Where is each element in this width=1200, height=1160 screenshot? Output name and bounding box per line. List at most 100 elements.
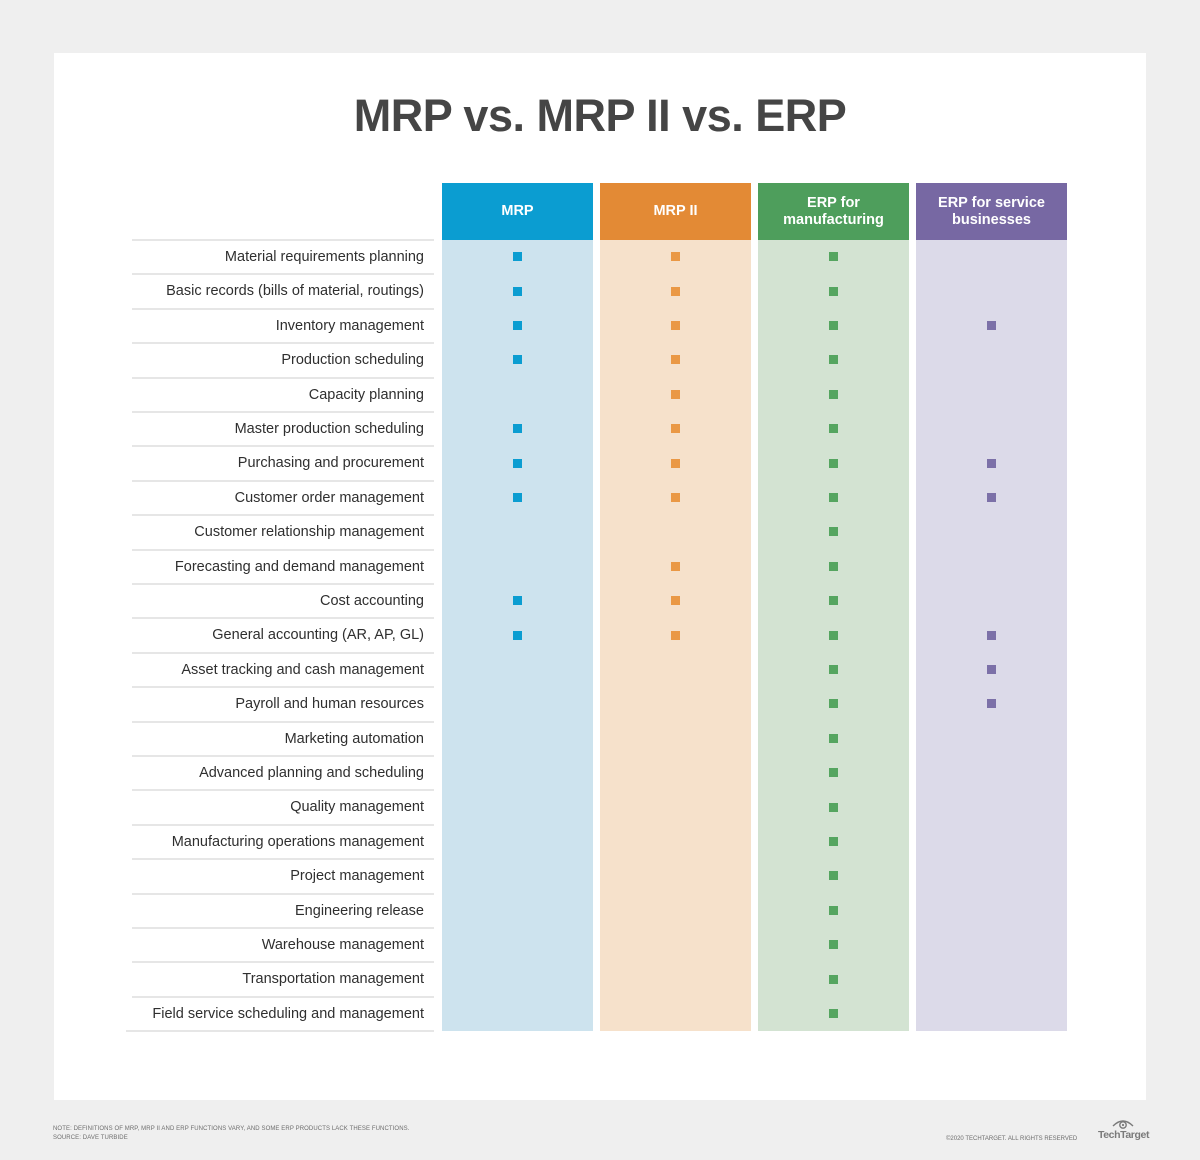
row-label: Payroll and human resources	[235, 696, 424, 713]
footer-copyright: ©2020 TECHTARGET. ALL RIGHTS RESERVED	[946, 1136, 1078, 1142]
check-mark	[513, 355, 522, 365]
check-mark	[829, 802, 838, 812]
check-mark	[829, 837, 838, 846]
check-mark	[671, 493, 680, 502]
check-mark	[829, 493, 838, 502]
row-divider	[132, 479, 434, 482]
check-mark	[829, 733, 838, 743]
check-mark	[829, 768, 838, 778]
techtarget-logo: TechTarget	[1098, 1119, 1150, 1145]
row-label: Customer relationship management	[194, 524, 424, 541]
check-mark	[829, 905, 838, 915]
check-mark	[987, 699, 996, 709]
row-divider	[132, 273, 434, 276]
check-mark	[987, 493, 996, 502]
row-label: Transportation management	[242, 971, 424, 988]
footer-note: NOTE: DEFINITIONS OF MRP, MRP II AND ERP…	[53, 1126, 410, 1132]
row-label: Inventory management	[275, 317, 424, 334]
check-mark	[671, 596, 680, 606]
check-mark	[829, 871, 838, 881]
row-divider	[132, 823, 434, 826]
row-divider	[132, 789, 434, 792]
row-label: Warehouse management	[261, 937, 424, 953]
row-divider	[132, 755, 434, 757]
check-mark	[829, 355, 838, 365]
row-label: Material requirements planning	[224, 249, 424, 265]
check-mark	[829, 940, 838, 950]
row-label: Capacity planning	[308, 386, 424, 403]
check-mark	[829, 665, 838, 674]
check-mark	[829, 1009, 838, 1018]
check-mark	[671, 355, 680, 365]
row-label: Engineering release	[295, 902, 424, 919]
column-header-1: MRP	[442, 183, 593, 240]
column-header-2: MRP II	[600, 183, 751, 240]
check-mark	[513, 596, 522, 606]
row-divider	[132, 239, 434, 241]
row-label: Basic records (bills of material, routin…	[166, 283, 424, 300]
check-mark	[829, 699, 838, 709]
check-mark	[829, 389, 838, 399]
check-mark	[671, 458, 680, 468]
check-mark	[671, 321, 680, 330]
check-mark	[829, 252, 838, 262]
check-mark	[987, 321, 996, 330]
row-divider	[132, 307, 434, 310]
row-divider	[132, 858, 434, 861]
check-mark	[987, 458, 996, 468]
row-divider	[132, 617, 434, 620]
row-divider	[132, 411, 434, 413]
row-label: Production scheduling	[281, 352, 424, 369]
row-divider	[132, 720, 434, 723]
check-mark	[829, 424, 838, 434]
row-label: General accounting (AR, AP, GL)	[212, 627, 424, 644]
check-mark	[513, 321, 522, 330]
check-mark	[829, 561, 838, 571]
row-divider	[132, 342, 434, 345]
eye-icon	[1112, 1120, 1134, 1129]
row-divider	[132, 514, 434, 517]
row-divider	[132, 686, 434, 689]
column-header-4: ERP for service businesses	[916, 183, 1067, 240]
check-mark	[671, 424, 680, 434]
check-mark	[829, 527, 838, 537]
check-mark	[829, 458, 838, 468]
check-mark	[671, 389, 680, 399]
check-mark	[671, 252, 680, 262]
row-divider	[132, 892, 434, 895]
row-divider	[132, 995, 434, 998]
row-divider	[132, 445, 434, 448]
row-label: Marketing automation	[284, 730, 424, 747]
check-mark	[829, 974, 838, 984]
check-mark	[513, 252, 522, 262]
row-divider	[132, 548, 434, 551]
check-mark	[829, 321, 838, 330]
row-label: Field service scheduling and management	[152, 1005, 424, 1022]
logo-text: TechTarget	[1098, 1129, 1150, 1141]
row-label: Master production scheduling	[234, 421, 424, 437]
page-title: MRP vs. MRP II vs. ERP	[353, 90, 847, 141]
row-label: Quality management	[290, 799, 424, 816]
check-mark	[513, 458, 522, 468]
row-label: Asset tracking and cash management	[181, 661, 424, 678]
check-mark	[987, 665, 996, 674]
footer-source: SOURCE: DAVE TURBIDE	[53, 1135, 128, 1141]
check-mark	[513, 424, 522, 434]
row-divider	[132, 583, 434, 585]
row-label: Cost accounting	[320, 593, 424, 609]
column-header-3: ERP for manufacturing	[758, 183, 909, 240]
row-label: Purchasing and procurement	[237, 455, 424, 472]
check-mark	[513, 286, 522, 296]
check-mark	[513, 493, 522, 502]
row-label: Customer order management	[234, 489, 424, 506]
check-mark	[829, 286, 838, 296]
row-label: Project management	[290, 868, 424, 885]
check-mark	[829, 630, 838, 640]
check-mark	[987, 630, 996, 640]
row-divider	[132, 927, 434, 929]
check-mark	[671, 286, 680, 296]
row-label: Advanced planning and scheduling	[199, 765, 424, 781]
check-mark	[671, 630, 680, 640]
row-divider	[132, 651, 434, 654]
row-label: Forecasting and demand management	[174, 558, 424, 575]
